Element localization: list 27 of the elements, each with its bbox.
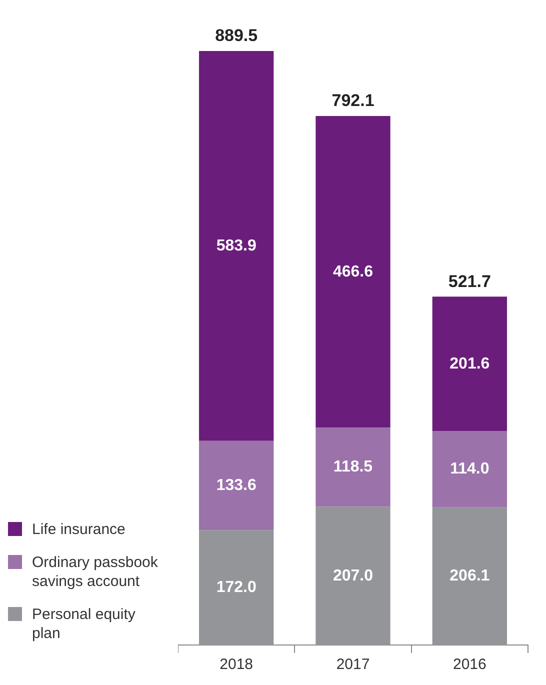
bar — [199, 51, 274, 441]
total-label: 792.1 — [332, 91, 374, 110]
bar — [316, 116, 390, 428]
x-tick-label: 2017 — [336, 656, 370, 674]
data-label: 206.1 — [450, 568, 490, 585]
bar — [199, 530, 274, 645]
x-tick-label: 2016 — [452, 656, 486, 674]
legend-label: Personal equity plan — [32, 605, 136, 643]
legend-label: Ordinary passbook savings account — [32, 553, 159, 591]
bar — [432, 507, 507, 645]
data-label: 466.6 — [332, 263, 374, 280]
bar — [316, 506, 390, 645]
bar — [199, 440, 274, 530]
total-label: 889.5 — [215, 26, 258, 46]
bar — [432, 296, 507, 432]
x-tick-label: 2018 — [220, 656, 254, 674]
data-label: 133.6 — [216, 476, 256, 494]
data-label: 118.5 — [333, 458, 373, 476]
data-label: 201.6 — [450, 355, 490, 372]
data-label: 207.0 — [332, 567, 374, 584]
data-label: 114.0 — [450, 460, 490, 478]
total-label: 521.7 — [448, 272, 491, 291]
data-label: 172.0 — [216, 578, 256, 596]
data-label: 583.9 — [216, 237, 256, 254]
bar — [316, 428, 390, 507]
legend-label: Life insurance — [32, 520, 126, 539]
bar — [432, 431, 507, 508]
